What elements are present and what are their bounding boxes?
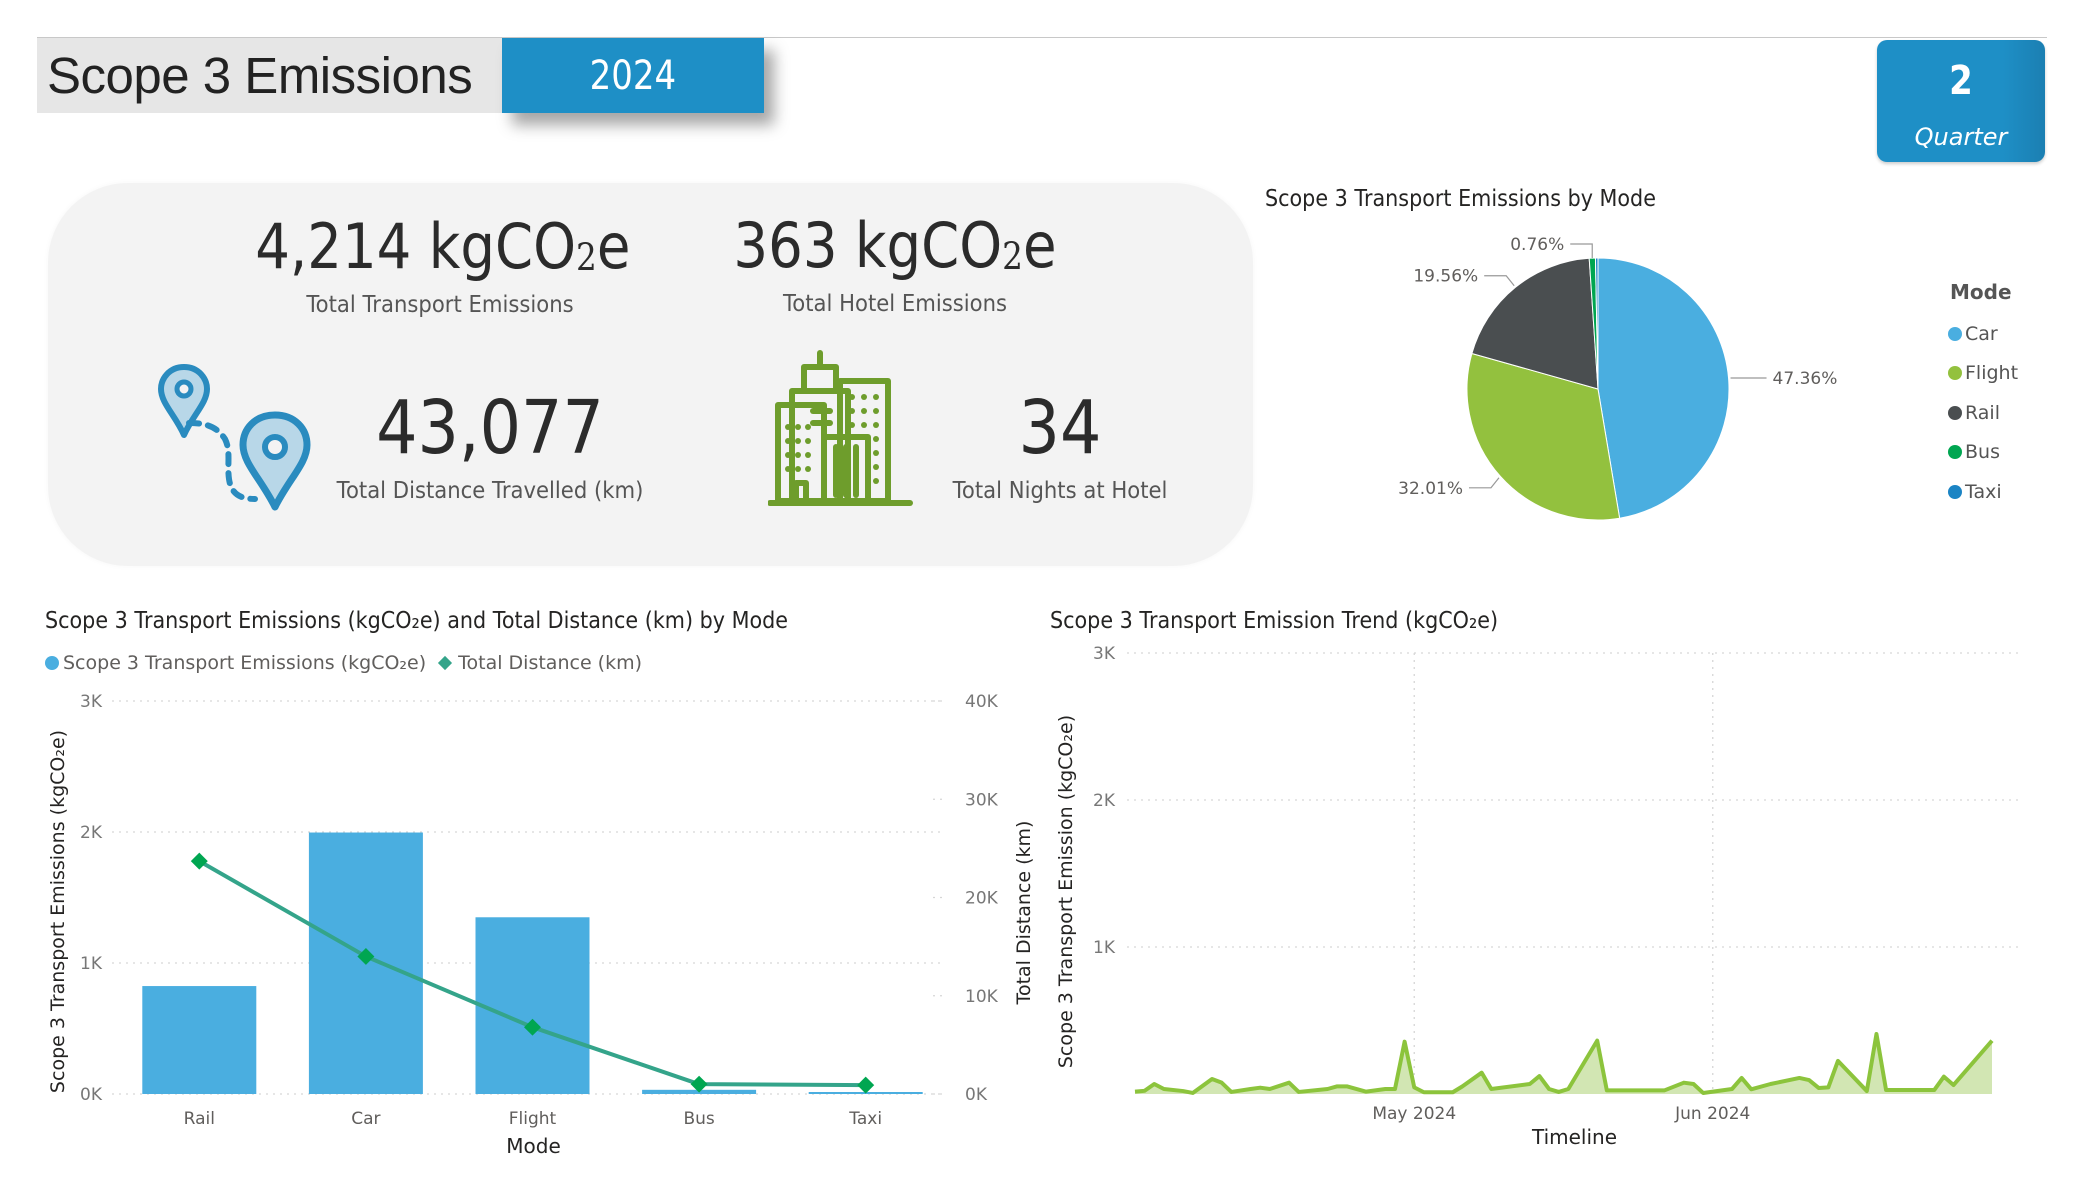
- pie-leader-line: [1570, 243, 1593, 258]
- legend-label: Taxi: [1965, 480, 2002, 503]
- y2-tick-label: 30K: [965, 790, 999, 810]
- legend-marker-circle-icon: [45, 656, 59, 670]
- y-tick-label: 3K: [1093, 644, 1116, 664]
- pie-legend-item-bus[interactable]: Bus: [1948, 433, 2018, 473]
- x-tick-label: Taxi: [848, 1109, 882, 1129]
- y-tick-label: 2K: [1093, 791, 1116, 811]
- legend-label: Rail: [1965, 401, 2000, 424]
- distance-marker-flight: [524, 1018, 541, 1036]
- legend-marker-diamond-icon: [438, 655, 453, 671]
- pie-legend-item-car[interactable]: Car: [1948, 314, 2018, 354]
- trend-chart-title: Scope 3 Transport Emission Trend (kgCO₂e…: [1050, 608, 1499, 634]
- year-filter-button[interactable]: 2024: [502, 38, 764, 113]
- hotel-buildings-icon: [768, 350, 913, 506]
- kpi-transport-emissions-value: 4,214 kgCO2e: [255, 210, 631, 283]
- pie-data-label: 32.01%: [1398, 479, 1463, 499]
- legend-label: Flight: [1965, 362, 2019, 385]
- kpi-hotel-emissions-value: 363 kgCO2e: [733, 209, 1057, 282]
- pie-slice-rail: [1471, 257, 1599, 390]
- quarter-value: 2: [1949, 58, 1973, 104]
- legend-dot-icon: [1948, 484, 1962, 499]
- pie-chart-title: Scope 3 Transport Emissions by Mode: [1265, 186, 1656, 212]
- y2-axis-title: Total Distance (km): [1013, 821, 1035, 1006]
- combo-chart: 0K 1K 2K 3K 0K 10K 20K 30K 40K Rail Car Flight Bus Ta…: [47, 692, 1035, 1158]
- quarter-label: Quarter: [1914, 123, 2008, 151]
- y2-tick-label: 10K: [965, 987, 999, 1007]
- x-axis-title: Timeline: [1531, 1125, 1617, 1149]
- distance-marker-rail: [190, 852, 208, 870]
- pie-legend-item-rail[interactable]: Rail: [1948, 393, 2018, 433]
- header-divider: [37, 37, 2047, 38]
- pie-data-label: 19.56%: [1413, 267, 1478, 287]
- trend-line: [1134, 1032, 1994, 1095]
- x-tick-label: Jun 2024: [1674, 1104, 1750, 1124]
- legend-dot-icon: [1948, 366, 1962, 381]
- pie-data-label: 47.36%: [1773, 369, 1838, 389]
- kpi-hotel-emissions-label: Total Hotel Emissions: [782, 291, 1008, 317]
- distance-marker-bus: [690, 1075, 708, 1093]
- legend-dot-icon: [1948, 445, 1962, 460]
- route-pins-icon: [158, 364, 311, 511]
- pie-chart: 47.36% 32.01% 19.56% 0.76%: [1398, 235, 1838, 521]
- year-value: 2024: [589, 52, 677, 99]
- pie-slice-flight: [1466, 352, 1621, 521]
- x-tick-label: Car: [351, 1109, 380, 1129]
- x-tick-label: May 2024: [1372, 1104, 1456, 1124]
- pie-slice-taxi: [1594, 257, 1599, 390]
- legend-dot-icon: [1948, 326, 1962, 341]
- pie-legend-item-flight[interactable]: Flight: [1948, 354, 2018, 394]
- y-tick-label: 3K: [80, 692, 103, 712]
- kpi-distance-value: 43,077: [376, 385, 604, 471]
- x-axis-title: Mode: [506, 1134, 561, 1158]
- y2-tick-label: 0K: [965, 1085, 988, 1105]
- pie-legend: Car Flight Rail Bus Taxi: [1948, 314, 2018, 512]
- pie-data-label: 0.76%: [1510, 235, 1564, 255]
- kpi-distance-label: Total Distance Travelled (km): [336, 478, 644, 504]
- pie-legend-title: Mode: [1950, 280, 2012, 304]
- bar-rail: [142, 986, 257, 1094]
- kpi-card: [48, 183, 1253, 566]
- page-title: Scope 3 Emissions: [47, 47, 473, 104]
- kpi-transport-emissions-label: Total Transport Emissions: [306, 292, 574, 318]
- kpi-nights-label: Total Nights at Hotel: [952, 478, 1168, 504]
- legend-emissions-label: Scope 3 Transport Emissions (kgCO₂e): [63, 652, 427, 674]
- y-tick-label: 1K: [1093, 938, 1116, 958]
- pie-leader-line: [1484, 275, 1515, 287]
- kpi-nights-value: 34: [1018, 385, 1102, 471]
- trend-area: [1135, 1034, 1992, 1094]
- y-tick-label: 0K: [80, 1085, 103, 1105]
- bar-flight: [475, 917, 590, 1094]
- legend-distance-label: Total Distance (km): [458, 652, 643, 674]
- quarter-filter-button[interactable]: 2 Quarter: [1877, 40, 2045, 162]
- x-tick-label: Bus: [683, 1109, 714, 1129]
- distance-marker-taxi: [857, 1076, 875, 1094]
- trend-chart: 1K 2K 3K May 2024 Jun 2024 Timeline Scope 3 Tr…: [1055, 644, 2022, 1149]
- y2-tick-label: 20K: [965, 889, 999, 909]
- distance-marker-car: [357, 947, 375, 965]
- legend-label: Bus: [1965, 441, 2000, 464]
- y-axis-title: Scope 3 Transport Emission (kgCO₂e): [1055, 715, 1077, 1068]
- combo-chart-title: Scope 3 Transport Emissions (kgCO₂e) and…: [45, 608, 789, 634]
- pie-slice-car: [1597, 257, 1730, 519]
- pie-leader-line: [1468, 477, 1500, 489]
- y2-tick-label: 40K: [965, 692, 999, 712]
- legend-dot-icon: [1948, 405, 1962, 420]
- legend-label: Car: [1965, 322, 1998, 345]
- x-tick-label: Flight: [509, 1109, 557, 1129]
- y-tick-label: 2K: [80, 823, 103, 843]
- x-tick-label: Rail: [184, 1109, 215, 1129]
- combo-legend: Scope 3 Transport Emissions (kgCO₂e) Tot…: [45, 652, 642, 674]
- y-tick-label: 1K: [80, 954, 103, 974]
- pie-legend-item-taxi[interactable]: Taxi: [1948, 472, 2018, 512]
- y-axis-title: Scope 3 Transport Emissions (kgCO₂e): [47, 730, 69, 1093]
- page-title-box: Scope 3 Emissions: [37, 38, 502, 113]
